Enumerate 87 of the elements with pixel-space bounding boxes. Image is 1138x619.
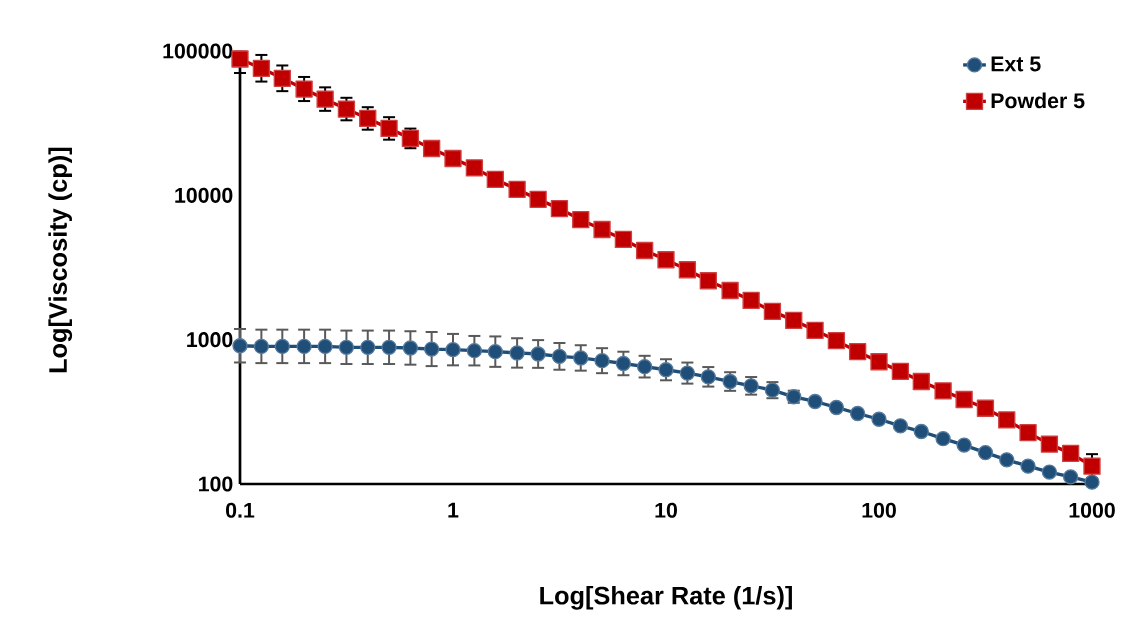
point: [658, 362, 674, 378]
point: [999, 452, 1015, 468]
point: [1084, 474, 1100, 490]
point: [955, 390, 973, 409]
point: [508, 180, 526, 199]
point: [935, 431, 951, 447]
point: [317, 338, 333, 355]
point: [381, 339, 397, 355]
point: [785, 311, 803, 330]
point: [1062, 469, 1079, 485]
point: [593, 220, 611, 239]
point: [849, 405, 866, 422]
point: [445, 341, 461, 358]
point: [998, 411, 1016, 429]
point: [828, 399, 845, 416]
point: [977, 444, 994, 461]
point: [892, 418, 909, 434]
point: [636, 359, 653, 375]
point: [891, 362, 910, 381]
point: [231, 50, 249, 68]
point: [253, 338, 270, 355]
point: [487, 343, 503, 360]
point: [1040, 435, 1059, 453]
point: [807, 393, 823, 410]
point: [465, 159, 484, 177]
point: [614, 230, 633, 249]
point: [678, 261, 697, 279]
x-tick-label: 1000: [1069, 502, 1115, 518]
point: [1041, 464, 1058, 480]
point: [806, 321, 824, 340]
x-tick-label: 1: [448, 502, 459, 518]
point: [870, 353, 888, 371]
point: [296, 338, 312, 355]
y-tick-label: 10000: [175, 187, 233, 203]
point: [422, 139, 441, 158]
point: [1019, 423, 1037, 442]
point: [572, 211, 590, 229]
point: [486, 170, 504, 189]
point: [912, 372, 930, 391]
legend-label: Ext 5: [991, 56, 1041, 72]
point: [956, 437, 972, 453]
point: [551, 348, 568, 365]
x-tick-label: 0.1: [226, 502, 255, 518]
point: [232, 338, 248, 354]
y-tick-label: 1000: [187, 332, 233, 348]
point: [360, 339, 376, 355]
y-tick-label: 100: [199, 476, 233, 492]
legend-label: Powder 5: [991, 92, 1085, 109]
point: [252, 59, 271, 77]
y-tick-label: 100000: [163, 43, 233, 59]
point: [1061, 444, 1080, 463]
point: [509, 345, 525, 361]
x-tick-label: 100: [862, 502, 896, 518]
point: [295, 80, 313, 98]
point: [444, 149, 462, 168]
point: [423, 341, 440, 357]
point: [615, 355, 632, 372]
point: [657, 251, 675, 269]
point: [913, 423, 929, 440]
x-axis-title: Log[Shear Rate (1/s)]: [540, 586, 792, 610]
point: [338, 339, 355, 355]
point: [763, 302, 782, 321]
point: [635, 241, 654, 260]
x-tick-label: 10: [655, 502, 677, 518]
point: [934, 382, 952, 400]
point: [530, 346, 546, 362]
point: [550, 199, 569, 218]
point: [679, 365, 696, 381]
point: [871, 411, 887, 427]
point: [274, 338, 290, 355]
point: [742, 291, 760, 310]
point: [402, 340, 419, 356]
point: [699, 272, 717, 290]
point: [848, 342, 867, 361]
point: [1083, 457, 1101, 475]
point: [273, 69, 291, 87]
point: [337, 100, 356, 118]
point: [573, 350, 589, 366]
point: [827, 331, 846, 350]
point: [594, 353, 610, 369]
point: [316, 90, 334, 108]
point: [976, 399, 995, 417]
point: [721, 281, 739, 300]
point: [466, 343, 483, 359]
point: [1020, 458, 1036, 474]
y-axis-title: Log[Viscosity (cp)]: [48, 147, 73, 373]
point: [529, 190, 547, 209]
